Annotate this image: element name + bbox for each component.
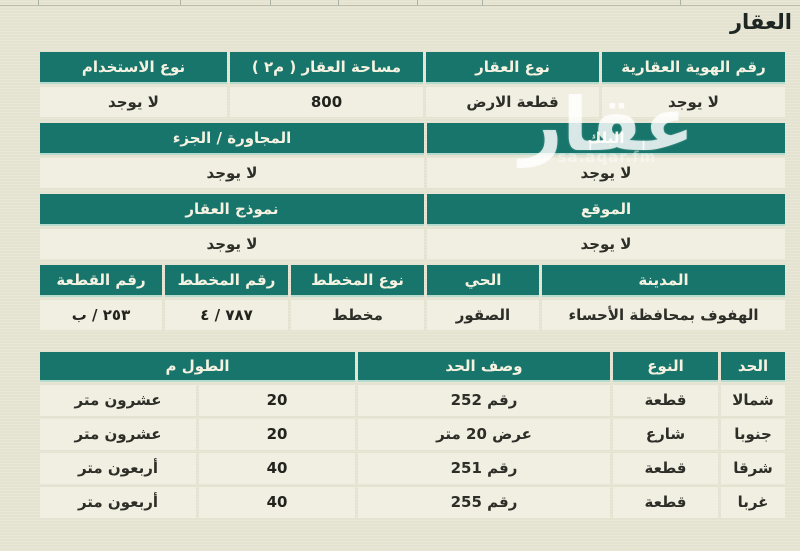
value-property-model: لا يوجد [40, 229, 424, 259]
header-boundary-description: وصف الحد [358, 352, 610, 382]
header-location: الموقع [427, 194, 785, 226]
boundary-east-description: رقم 251 [358, 453, 610, 484]
value-plot-number: ٢٥٣ / ب [40, 300, 162, 330]
boundary-south-type: شارع [613, 419, 718, 450]
remnant-tick [338, 0, 339, 5]
boundary-south-length: 20 [199, 419, 355, 450]
header-city: المدينة [542, 265, 785, 297]
boundary-east-length: 40 [199, 453, 355, 484]
remnant-tick [417, 0, 418, 5]
value-city: الهفوف بمحافظة الأحساء [542, 300, 785, 330]
remnant-tick [180, 0, 181, 5]
value-location: لا يوجد [427, 229, 785, 259]
value-plan-number: ٧٨٧ / ٤ [165, 300, 288, 330]
tables-container: رقم الهوية العقارية نوع العقار مساحة الع… [40, 52, 785, 524]
property-section-block: البلك المجاورة / الجزء لا يوجد لا يوجد [40, 123, 785, 188]
remnant-tick [680, 0, 681, 5]
boundary-west-description: رقم 255 [358, 487, 610, 518]
value-property-id: لا يوجد [602, 87, 785, 117]
value-property-area: 800 [230, 87, 423, 117]
boundary-west-type: قطعة [613, 487, 718, 518]
header-property-area: مساحة العقار ( م٢ ) [230, 52, 423, 84]
header-length-m: الطول م [40, 352, 355, 382]
boundary-north-type: قطعة [613, 385, 718, 416]
remnant-tick [270, 0, 271, 5]
value-adjacency: لا يوجد [40, 158, 424, 188]
boundary-north-side: شمالا [721, 385, 785, 416]
boundary-west-length-text: أربعون متر [40, 487, 196, 518]
cut-off-table-remnant [0, 0, 800, 6]
boundary-west-side: غربا [721, 487, 785, 518]
boundary-south-side: جنوبا [721, 419, 785, 450]
boundary-south-description: عرض 20 متر [358, 419, 610, 450]
remnant-horizontal-line [0, 5, 800, 6]
boundary-west-length: 40 [199, 487, 355, 518]
boundary-east-length-text: أربعون متر [40, 453, 196, 484]
value-usage-type: لا يوجد [40, 87, 227, 117]
header-block: البلك [427, 123, 785, 155]
boundary-east-type: قطعة [613, 453, 718, 484]
header-plot-number: رقم القطعة [40, 265, 162, 297]
value-property-type: قطعة الارض [426, 87, 599, 117]
value-block: لا يوجد [427, 158, 785, 188]
boundary-south-length-text: عشرون متر [40, 419, 196, 450]
page-title: العقار [729, 10, 792, 34]
remnant-tick [38, 0, 39, 5]
header-adjacency: المجاورة / الجزء [40, 123, 424, 155]
header-boundary-type: النوع [613, 352, 718, 382]
header-district: الحي [427, 265, 539, 297]
property-section-location: الموقع نموذج العقار لا يوجد لا يوجد [40, 194, 785, 259]
boundary-north-length-text: عشرون متر [40, 385, 196, 416]
boundary-north-length: 20 [199, 385, 355, 416]
boundary-east-side: شرقا [721, 453, 785, 484]
boundaries-table: الحد النوع وصف الحد الطول م شمالا قطعة ر… [40, 352, 785, 518]
header-usage-type: نوع الاستخدام [40, 52, 227, 84]
header-property-id: رقم الهوية العقارية [602, 52, 785, 84]
header-boundary: الحد [721, 352, 785, 382]
header-plan-type: نوع المخطط [291, 265, 424, 297]
boundary-north-description: رقم 252 [358, 385, 610, 416]
header-plan-number: رقم المخطط [165, 265, 288, 297]
value-plan-type: مخطط [291, 300, 424, 330]
property-section-plan: المدينة الحي نوع المخطط رقم المخطط رقم ا… [40, 265, 785, 330]
header-property-type: نوع العقار [426, 52, 599, 84]
value-district: الصقور [427, 300, 539, 330]
property-section-identity: رقم الهوية العقارية نوع العقار مساحة الع… [40, 52, 785, 117]
header-property-model: نموذج العقار [40, 194, 424, 226]
remnant-tick [482, 0, 483, 5]
